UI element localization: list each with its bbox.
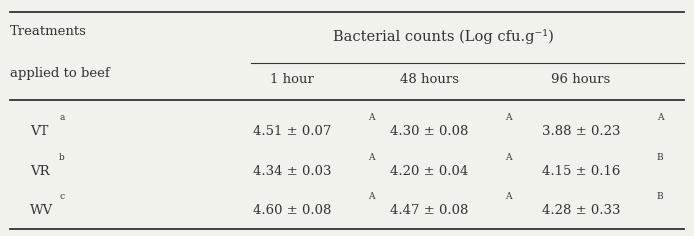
Text: A: A bbox=[368, 192, 374, 201]
Text: c: c bbox=[59, 192, 65, 201]
Text: A: A bbox=[368, 153, 374, 162]
Text: 4.28 ± 0.33: 4.28 ± 0.33 bbox=[542, 204, 620, 217]
Text: 4.20 ± 0.04: 4.20 ± 0.04 bbox=[391, 164, 468, 177]
Text: 96 hours: 96 hours bbox=[552, 73, 611, 86]
Text: VT: VT bbox=[31, 125, 49, 138]
Text: 4.15 ± 0.16: 4.15 ± 0.16 bbox=[542, 164, 620, 177]
Text: Treatments: Treatments bbox=[10, 25, 87, 38]
Text: VR: VR bbox=[31, 164, 50, 177]
Text: B: B bbox=[657, 192, 663, 201]
Text: 4.47 ± 0.08: 4.47 ± 0.08 bbox=[391, 204, 469, 217]
Text: Bacterial counts (Log cfu.g⁻¹): Bacterial counts (Log cfu.g⁻¹) bbox=[333, 29, 554, 44]
Text: 4.51 ± 0.07: 4.51 ± 0.07 bbox=[253, 125, 331, 138]
Text: 3.88 ± 0.23: 3.88 ± 0.23 bbox=[542, 125, 620, 138]
Text: A: A bbox=[505, 192, 512, 201]
Text: 4.30 ± 0.08: 4.30 ± 0.08 bbox=[391, 125, 469, 138]
Text: b: b bbox=[59, 153, 65, 162]
Text: a: a bbox=[59, 114, 65, 122]
Text: 4.34 ± 0.03: 4.34 ± 0.03 bbox=[253, 164, 331, 177]
Text: 4.60 ± 0.08: 4.60 ± 0.08 bbox=[253, 204, 331, 217]
Text: B: B bbox=[657, 153, 663, 162]
Text: A: A bbox=[368, 114, 374, 122]
Text: WV: WV bbox=[31, 204, 53, 217]
Text: A: A bbox=[505, 114, 512, 122]
Text: A: A bbox=[657, 114, 663, 122]
Text: applied to beef: applied to beef bbox=[10, 67, 110, 80]
Text: 1 hour: 1 hour bbox=[270, 73, 314, 86]
Text: 48 hours: 48 hours bbox=[400, 73, 459, 86]
Text: A: A bbox=[505, 153, 512, 162]
